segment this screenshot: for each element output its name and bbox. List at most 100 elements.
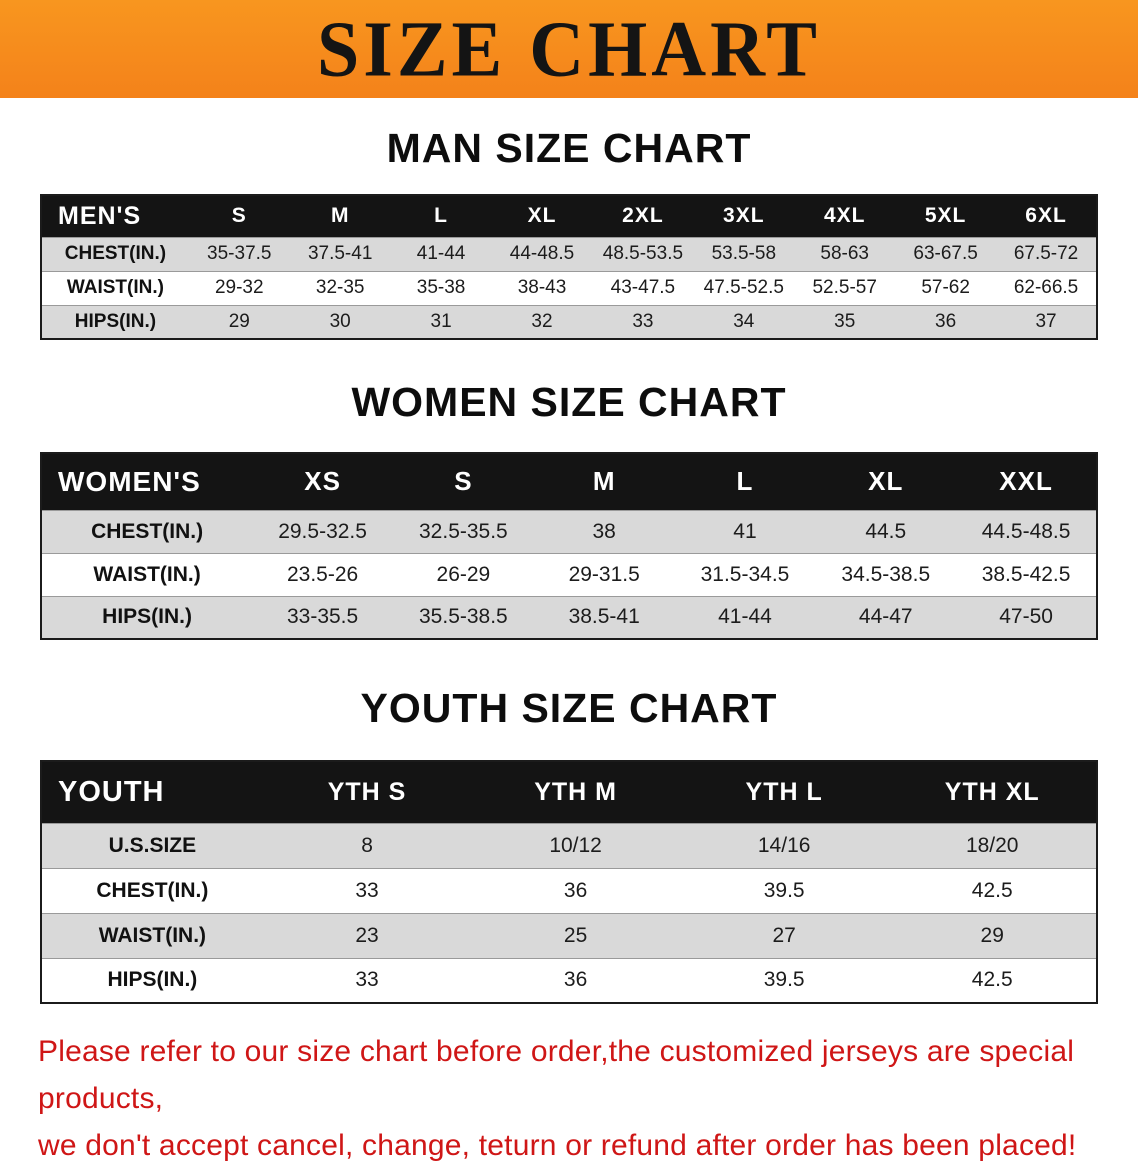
row-label: WAIST(IN.) [41, 912, 263, 958]
size-cell: 48.5-53.5 [592, 236, 694, 271]
size-column-header: S [392, 453, 534, 510]
size-cell: 37 [996, 304, 1097, 339]
size-column-header: L [390, 195, 492, 237]
size-cell: 35.5-38.5 [392, 595, 534, 639]
size-column-header: XS [252, 453, 393, 510]
size-cell: 53.5-58 [693, 236, 795, 271]
size-cell: 29.5-32.5 [252, 509, 393, 553]
size-cell: 35-37.5 [188, 236, 290, 271]
row-label: CHEST(IN.) [41, 509, 253, 553]
row-label: WAIST(IN.) [41, 270, 189, 305]
size-cell: 35-38 [390, 270, 492, 305]
size-cell: 44-47 [815, 595, 957, 639]
size-column-header: 5XL [895, 195, 997, 237]
size-column-header: YTH L [679, 761, 889, 823]
table-row: CHEST(IN.) 29.5-32.5 32.5-35.5 38 41 44.… [41, 509, 1097, 553]
size-cell: 39.5 [679, 957, 889, 1003]
size-column-header: S [188, 195, 290, 237]
footer-note: Please refer to our size chart before or… [38, 1028, 1100, 1169]
size-column-header: 2XL [592, 195, 694, 237]
women-section-heading: WOMEN SIZE CHART [351, 379, 787, 425]
table-row: WAIST(IN.) 23 25 27 29 [41, 912, 1097, 958]
size-column-header: XL [491, 195, 593, 237]
size-cell: 67.5-72 [996, 236, 1097, 271]
size-cell: 32-35 [289, 270, 391, 305]
size-cell: 14/16 [679, 822, 889, 868]
row-label: HIPS(IN.) [41, 304, 189, 339]
size-cell: 37.5-41 [289, 236, 391, 271]
size-cell: 33-35.5 [252, 595, 393, 639]
table-row: U.S.SIZE 8 10/12 14/16 18/20 [41, 822, 1097, 868]
size-cell: 30 [289, 304, 391, 339]
size-cell: 31 [390, 304, 492, 339]
size-cell: 33 [592, 304, 694, 339]
size-cell: 41-44 [674, 595, 816, 639]
row-label: CHEST(IN.) [41, 236, 189, 271]
women-table-title: WOMEN'S [41, 453, 253, 510]
size-cell: 44-48.5 [491, 236, 593, 271]
size-cell: 63-67.5 [895, 236, 997, 271]
size-cell: 10/12 [471, 822, 680, 868]
size-column-header: YTH XL [888, 761, 1097, 823]
row-label: HIPS(IN.) [41, 957, 263, 1003]
banner: SIZE CHART [0, 0, 1138, 98]
size-cell: 41 [674, 509, 816, 553]
size-cell: 47-50 [956, 595, 1097, 639]
size-cell: 52.5-57 [794, 270, 896, 305]
size-cell: 29 [888, 912, 1097, 958]
women-header-row: WOMEN'S XS S M L XL XXL [41, 453, 1097, 510]
size-cell: 44.5 [815, 509, 957, 553]
size-cell: 44.5-48.5 [956, 509, 1097, 553]
youth-table-title: YOUTH [41, 761, 263, 823]
size-cell: 34 [693, 304, 795, 339]
size-column-header: L [674, 453, 816, 510]
size-cell: 29-31.5 [533, 552, 675, 596]
row-label: WAIST(IN.) [41, 552, 253, 596]
size-cell: 47.5-52.5 [693, 270, 795, 305]
footer-note-line: we don't accept cancel, change, teturn o… [38, 1129, 1077, 1162]
size-cell: 62-66.5 [996, 270, 1097, 305]
size-cell: 33 [262, 957, 472, 1003]
size-cell: 36 [471, 867, 680, 913]
size-cell: 39.5 [679, 867, 889, 913]
youth-section-heading: YOUTH SIZE CHART [360, 685, 778, 731]
size-cell: 58-63 [794, 236, 896, 271]
size-column-header: XXL [956, 453, 1097, 510]
size-column-header: YTH M [471, 761, 680, 823]
size-cell: 26-29 [392, 552, 534, 596]
size-column-header: M [533, 453, 675, 510]
youth-size-table: YOUTH YTH S YTH M YTH L YTH XL U.S.SIZE … [40, 760, 1098, 1004]
size-column-header: XL [815, 453, 957, 510]
size-cell: 35 [794, 304, 896, 339]
youth-header-row: YOUTH YTH S YTH M YTH L YTH XL [41, 761, 1097, 823]
size-cell: 27 [679, 912, 889, 958]
size-cell: 36 [471, 957, 680, 1003]
size-column-header: YTH S [262, 761, 472, 823]
size-cell: 32 [491, 304, 593, 339]
size-cell: 42.5 [888, 957, 1097, 1003]
size-cell: 31.5-34.5 [674, 552, 816, 596]
size-cell: 25 [471, 912, 680, 958]
size-cell: 38.5-41 [533, 595, 675, 639]
size-cell: 8 [262, 822, 472, 868]
row-label: U.S.SIZE [41, 822, 263, 868]
size-cell: 29 [188, 304, 290, 339]
size-column-header: 6XL [996, 195, 1097, 237]
women-size-table: WOMEN'S XS S M L XL XXL CHEST(IN.) 29.5-… [40, 452, 1098, 640]
size-cell: 38.5-42.5 [956, 552, 1097, 596]
size-cell: 42.5 [888, 867, 1097, 913]
table-row: CHEST(IN.) 33 36 39.5 42.5 [41, 867, 1097, 913]
size-cell: 43-47.5 [592, 270, 694, 305]
size-cell: 36 [895, 304, 997, 339]
size-cell: 23 [262, 912, 472, 958]
table-row: HIPS(IN.) 33-35.5 35.5-38.5 38.5-41 41-4… [41, 595, 1097, 639]
size-cell: 34.5-38.5 [815, 552, 957, 596]
footer-note-line: Please refer to our size chart before or… [38, 1035, 1075, 1115]
men-header-row: MEN'S S M L XL 2XL 3XL 4XL 5XL 6XL [41, 195, 1097, 237]
table-row: HIPS(IN.) 33 36 39.5 42.5 [41, 957, 1097, 1003]
size-cell: 57-62 [895, 270, 997, 305]
size-cell: 38-43 [491, 270, 593, 305]
size-cell: 33 [262, 867, 472, 913]
size-cell: 18/20 [888, 822, 1097, 868]
page-title: SIZE CHART [316, 4, 821, 94]
